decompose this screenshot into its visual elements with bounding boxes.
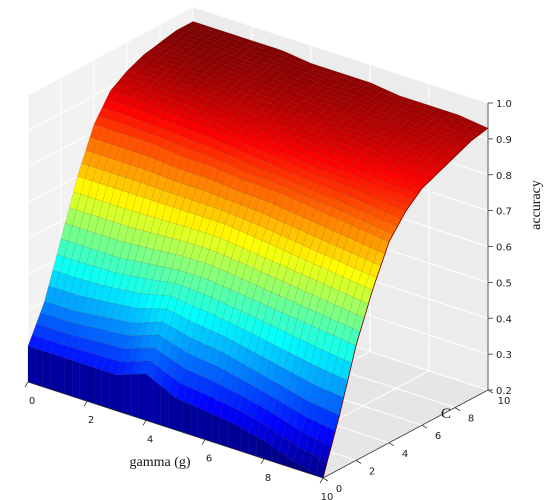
x-tick-label: 0 [29, 396, 35, 407]
surface-wall-face [79, 362, 88, 402]
surface-wall-face [145, 373, 154, 424]
y-tick-label: 8 [468, 414, 474, 425]
z-tick-label: 0.3 [496, 350, 512, 361]
surface-wall-face [49, 353, 58, 392]
x-tick-mark [319, 477, 324, 484]
y-tick-mark [487, 389, 494, 394]
gamma-axis-ticks: 0 2 4 6 8 10 [24, 381, 334, 500]
z-tick-label: 0.5 [496, 278, 512, 289]
surface-wall-face [123, 374, 132, 416]
x-tick-mark [142, 420, 147, 426]
x-tick-mark [201, 439, 206, 445]
x-tick-label: 6 [206, 454, 212, 465]
x-tick-label: 10 [321, 492, 334, 500]
surface-wall-face [219, 417, 228, 448]
surface-wall-face [86, 365, 95, 404]
x-tick-label: 4 [147, 434, 153, 445]
surface-wall-face [101, 369, 110, 409]
x-tick-mark [83, 400, 88, 407]
y-tick-mark [355, 460, 362, 464]
z-tick-label: 0.8 [496, 171, 512, 182]
surface-wall-face [35, 348, 43, 388]
surface-wall-face [138, 373, 147, 421]
surface-wall-face [57, 355, 66, 395]
y-tick-label: 6 [435, 431, 441, 442]
surface-edge [322, 127, 489, 479]
x-axis-label: gamma (g) [129, 455, 190, 470]
surface-wall-face [64, 357, 73, 397]
surface-wall-face [175, 397, 184, 433]
y-tick-mark [454, 407, 461, 411]
y-tick-mark [421, 424, 428, 429]
surface-wall-face [234, 423, 243, 452]
surface-wall-face [190, 403, 198, 438]
surface-wall-face [241, 427, 250, 455]
surface-wall-face [27, 345, 36, 385]
c-axis-line [322, 389, 489, 479]
surface-wall-face [167, 391, 176, 431]
z-tick-label: 0.6 [496, 243, 512, 254]
surface-wall-face [94, 367, 103, 407]
z-tick-label: 1.0 [496, 99, 512, 110]
surface-wall-face [182, 400, 191, 436]
gamma-axis-line [27, 381, 324, 479]
surface-wall-face [116, 374, 125, 414]
accuracy-surface [27, 21, 489, 479]
y-tick-label: 4 [402, 449, 408, 460]
surface-wall-face [197, 407, 206, 440]
y-tick-label: 0 [336, 484, 342, 495]
z-tick-label: 0.4 [496, 314, 512, 325]
surface-wall-face [160, 385, 169, 428]
surface-wall-face [72, 360, 80, 400]
surface-wall-face [153, 379, 162, 426]
c-axis-ticks: 0 2 4 6 8 10 [322, 389, 511, 495]
y-axis-label: C [441, 406, 451, 422]
y-tick-mark [322, 477, 329, 482]
z-tick-label: 0.7 [496, 207, 512, 218]
accuracy-axis-ticks: 0.2 0.3 0.4 0.5 0.6 0.7 0.8 0.9 1.0 [488, 99, 512, 397]
y-tick-label: 2 [369, 466, 375, 477]
y-tick-mark [388, 442, 395, 447]
z-tick-label: 0.9 [496, 135, 512, 146]
surface-wall-face [226, 420, 235, 450]
x-tick-label: 2 [88, 415, 94, 426]
surface-wall-face [108, 372, 117, 412]
surface-wall-face [204, 410, 213, 443]
surface-wall-face [131, 373, 139, 419]
z-tick-label: 0.2 [496, 386, 512, 397]
y-tick-label: 10 [498, 396, 511, 407]
surface-wall-face [42, 350, 51, 390]
x-tick-mark [24, 381, 29, 388]
x-tick-mark [260, 458, 265, 465]
z-axis-label: accuracy [529, 180, 544, 230]
surface-wall-face [212, 413, 221, 445]
grid-line [27, 6, 489, 104]
x-tick-label: 8 [265, 473, 271, 484]
